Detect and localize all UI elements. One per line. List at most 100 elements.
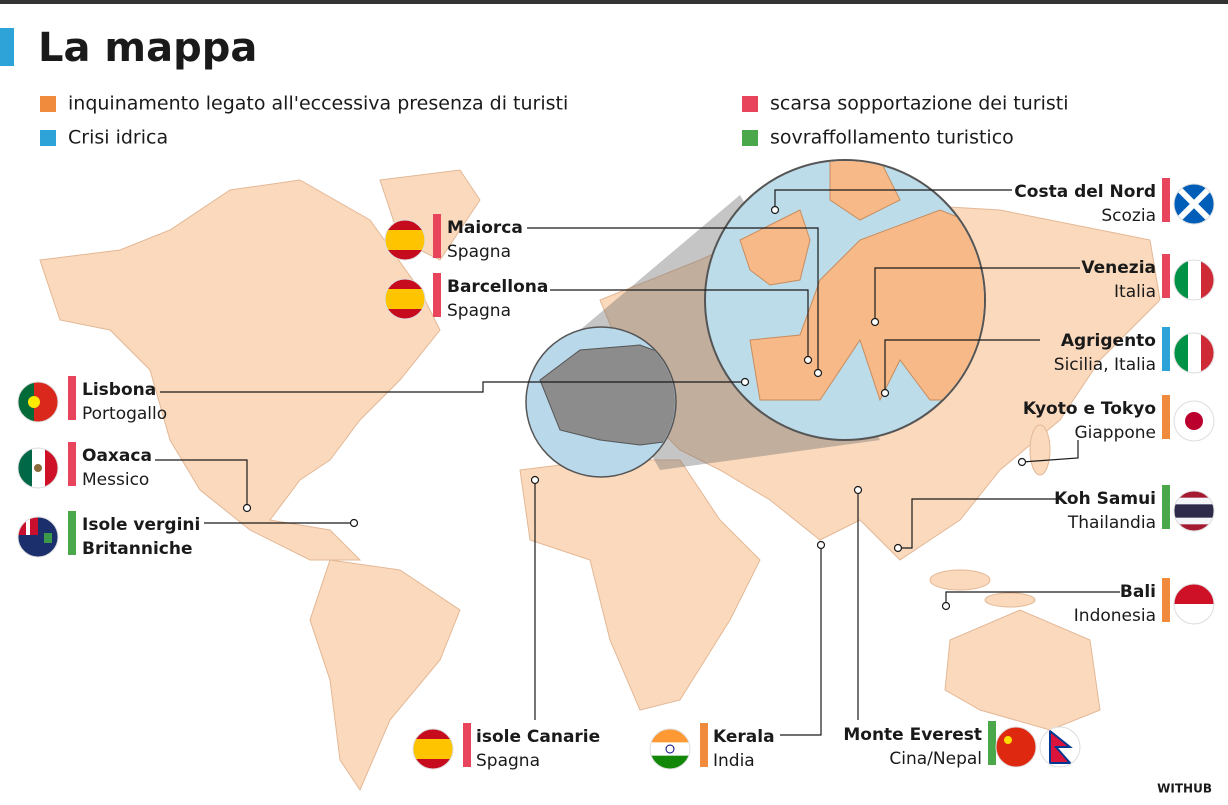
legend-swatch [40, 130, 56, 146]
flag-part [1049, 728, 1073, 764]
location-point [242, 503, 252, 513]
legend-label: Crisi idrica [68, 127, 168, 149]
location-region: Indonesia [1074, 606, 1156, 626]
flag-border [1173, 400, 1215, 442]
location-point [813, 368, 823, 378]
flag-part [413, 729, 453, 740]
location-name: Lisbona [82, 380, 156, 400]
location-point [941, 601, 951, 611]
flag [1174, 584, 1214, 624]
flag-part [1004, 736, 1012, 744]
category-bar [1162, 178, 1170, 222]
flag-part [650, 755, 690, 769]
source: WITHUB [1157, 782, 1212, 796]
flag-part [1201, 333, 1214, 373]
location-name: Venezia [1081, 258, 1156, 278]
flag-border [17, 381, 59, 423]
flag-part [1174, 524, 1214, 531]
europe-inset-large [704, 159, 986, 441]
flag-part [1174, 517, 1214, 525]
location-region: Thailandia [1067, 513, 1156, 533]
flag-part [650, 742, 690, 757]
flag-part [1188, 333, 1201, 373]
flag-part [34, 464, 42, 472]
location-region: Portogallo [82, 404, 167, 424]
flag-border [995, 726, 1037, 768]
location-name: Monte Everest [843, 725, 982, 745]
flag-part [385, 289, 425, 300]
flag-part [1174, 491, 1214, 499]
location-region: India [713, 751, 755, 771]
location-name: Maiorca [447, 218, 523, 238]
legend-swatch [742, 96, 758, 112]
flag [385, 220, 425, 260]
flag [1040, 727, 1080, 767]
flag-part [650, 729, 690, 743]
category-bar [68, 376, 76, 420]
location-point [880, 388, 890, 398]
category-bar [68, 511, 76, 555]
location-name: isole Canarie [476, 727, 600, 747]
flag-part [1201, 260, 1214, 300]
world-map [39, 169, 1161, 792]
location-point [893, 543, 903, 553]
flag-part [413, 759, 453, 769]
leader-line [874, 267, 1080, 322]
flag-part [665, 744, 675, 754]
location-point [770, 205, 780, 215]
category-bar [68, 442, 76, 486]
flag-part [385, 279, 425, 290]
flag [1174, 333, 1214, 373]
flag-part [1174, 333, 1188, 373]
location-name: Agrigento [1061, 331, 1156, 351]
category-bar [988, 721, 996, 765]
title-accent [0, 28, 14, 66]
flag-border [1173, 259, 1215, 301]
legend: inquinamento legato all'eccessiva presen… [40, 93, 1068, 149]
category-bar [433, 273, 441, 317]
location-region: Scozia [1101, 206, 1156, 226]
location-region: Spagna [476, 751, 540, 771]
category-bar [1162, 327, 1170, 371]
leader-line [898, 498, 1060, 549]
location-point [853, 485, 863, 495]
flag-border [1039, 726, 1081, 768]
flag-part [28, 396, 40, 408]
location-region: Messico [82, 470, 149, 490]
leader-line [780, 545, 822, 736]
location-name: Isole vergini [82, 515, 200, 535]
flag-border [1173, 583, 1215, 625]
location-name: Kerala [713, 727, 775, 747]
location-point [349, 518, 359, 528]
location-name: Kyoto e Tokyo [1023, 399, 1156, 419]
flag-part [1174, 604, 1214, 624]
leader-line [160, 381, 745, 393]
europe-inset-small [525, 326, 677, 478]
flag-part [18, 448, 32, 488]
location-point [530, 475, 540, 485]
location-name: Barcellona [447, 277, 548, 297]
location-labels: Maiorca Spagna Barcellona Spagna Lisbona Port… [17, 178, 1215, 771]
location-point [740, 377, 750, 387]
location-region: Italia [1114, 282, 1156, 302]
flag-part [1185, 412, 1203, 430]
location-name: Costa del Nord [1014, 182, 1156, 202]
flag-part [385, 309, 425, 319]
flag-part [385, 240, 425, 251]
flag-border [384, 278, 426, 320]
flag-border [17, 516, 59, 558]
flag-part [1174, 184, 1214, 224]
location-region: Sicilia, Italia [1054, 355, 1156, 375]
legend-label: inquinamento legato all'eccessiva presen… [68, 93, 568, 115]
flag-border [1173, 490, 1215, 532]
flag-part [1174, 584, 1214, 605]
flag-border [1173, 332, 1215, 374]
leader-lines [155, 189, 1120, 736]
flag-border [649, 728, 691, 770]
flag-part [413, 749, 453, 760]
flag-part [45, 448, 58, 488]
category-bar [1162, 254, 1170, 298]
location-point [1017, 457, 1027, 467]
leader-line [774, 189, 1012, 210]
flag-part [385, 299, 425, 310]
